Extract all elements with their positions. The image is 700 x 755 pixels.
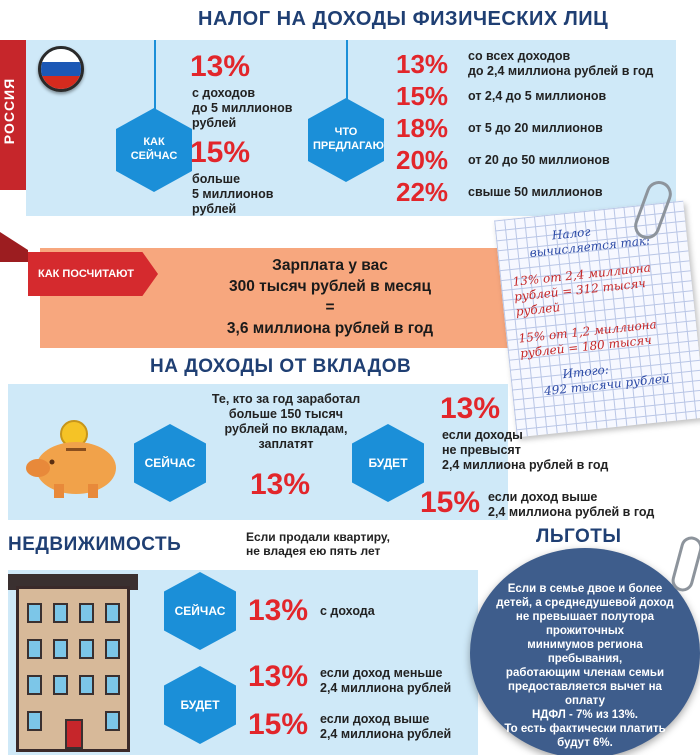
banner-fold: [0, 232, 28, 262]
proposal-text: свыше 50 миллионов: [468, 184, 603, 199]
now-pct-1: 13%: [190, 50, 251, 83]
benefits-line: НДФЛ - 7% из 13%.: [531, 709, 639, 722]
deposits-will-line: не превысят: [442, 443, 521, 457]
benefits-line: минимумов региона пребывания,: [527, 639, 643, 666]
russia-flag-icon: [38, 46, 84, 92]
deposits-will-hexagon: БУДЕТ: [352, 424, 424, 502]
realty-subtitle-line: не владея ею пять лет: [246, 544, 381, 559]
benefits-circle: [470, 548, 700, 755]
proposal-text: от 5 до 20 миллионов: [468, 120, 603, 135]
benefits-line: будут 6%.: [557, 737, 613, 750]
calc-banner: КАК ПОСЧИТАЮТ: [28, 252, 158, 296]
realty-will-line: 2,4 миллиона рублей: [320, 727, 452, 741]
proposal-text: от 2,4 до 5 миллионов: [468, 88, 607, 103]
proposal-row: 20% от 20 до 50 миллионов: [396, 144, 676, 176]
deposits-will-line: 2,4 миллиона рублей в год: [442, 458, 609, 472]
proposal-text-line: до 2,4 миллиона рублей в год: [468, 64, 654, 78]
deposits-now-label: СЕЙЧАС: [144, 455, 196, 470]
deposits-now-text: Те, кто за год заработал больше 150 тыся…: [196, 392, 376, 452]
proposal-row: 15% от 2,4 до 5 миллионов: [396, 80, 676, 112]
deposits-title: НА ДОХОДЫ ОТ ВКЛАДОВ: [150, 356, 412, 377]
realty-will-text-2: если доход выше 2,4 миллиона рублей: [320, 712, 451, 742]
proposal-pct: 22%: [396, 177, 449, 207]
calc-line1: Зарплата у вас: [272, 257, 388, 274]
now-stem: [154, 40, 156, 112]
calc-line3: =: [325, 298, 335, 316]
deposits-will-text-2: если доход выше 2,4 миллиона рублей в го…: [488, 490, 654, 520]
proposal-stem: [346, 40, 348, 102]
realty-will-line: если доход меньше: [320, 666, 443, 680]
calc-line2: 300 тысяч рублей в месяц: [228, 277, 432, 295]
deposits-will-pct-1: 13%: [440, 392, 501, 425]
realty-will-pct-2: 15%: [248, 708, 309, 741]
benefits-line: То есть фактически платить: [504, 723, 666, 736]
now-text-1-line3: рублей: [192, 116, 237, 130]
building-icon: [16, 586, 130, 752]
realty-will-label: БУДЕТ: [180, 697, 220, 712]
calculation-note: Налог вычисляется так: 13% от 2,4 миллио…: [494, 200, 700, 438]
russia-label: РОССИЯ: [1, 77, 17, 145]
benefits-text: Если в семье двое и более детей, а средн…: [490, 582, 680, 750]
now-text-1-line2: до 5 миллионов: [192, 101, 293, 115]
calc-text: Зарплата у вас 300 тысяч рублей в месяц …: [180, 256, 480, 340]
realty-now-text: с дохода: [320, 604, 375, 618]
deposits-will-pct-2: 15%: [420, 486, 481, 519]
proposal-label: ЧТО ПРЕДЛАГАЮТ: [313, 126, 391, 152]
now-pct-2: 15%: [190, 136, 251, 169]
proposal-pct: 18%: [396, 113, 449, 143]
deposits-now-line: Те, кто за год заработал: [211, 392, 361, 406]
piggy-bank-icon: [26, 420, 116, 498]
proposal-pct: 20%: [396, 145, 449, 175]
realty-will-pct-1: 13%: [248, 660, 309, 693]
deposits-will-line: 2,4 миллиона рублей в год: [488, 505, 655, 519]
deposits-will-line: если доходы: [442, 428, 523, 442]
income-tax-title: НАЛОГ НА ДОХОДЫ ФИЗИЧЕСКИХ ЛИЦ: [198, 8, 609, 30]
proposal-pct: 13%: [396, 49, 449, 79]
now-hexagon: КАК СЕЙЧАС: [116, 108, 192, 192]
now-text-2-line1: больше: [192, 172, 241, 186]
proposal-pct: 15%: [396, 81, 449, 111]
benefits-line: Если в семье двое и более: [507, 583, 663, 595]
realty-title: НЕДВИЖИМОСТЬ: [8, 534, 182, 555]
proposal-text-line: со всех доходов: [468, 49, 571, 63]
now-text-2-line2: 5 миллионов: [192, 187, 274, 201]
russia-strip: [0, 40, 26, 190]
now-label: КАК СЕЙЧАС: [130, 136, 178, 162]
realty-now-pct: 13%: [248, 594, 309, 627]
deposits-now-line: больше 150 тысяч: [228, 407, 344, 421]
deposits-will-line: если доход выше: [488, 490, 598, 504]
realty-now-label: СЕЙЧАС: [174, 603, 226, 618]
realty-will-text-1: если доход меньше 2,4 миллиона рублей: [320, 666, 451, 696]
proposal-text: от 20 до 50 миллионов: [468, 152, 610, 167]
realty-subtitle: Если продали квартиру, не владея ею пять…: [246, 530, 390, 559]
proposal-row: 18% от 5 до 20 миллионов: [396, 112, 676, 144]
deposits-now-pct: 13%: [250, 468, 311, 501]
benefits-line: предоставляется вычет на оплату: [508, 681, 662, 708]
now-text-2: больше 5 миллионов рублей: [192, 172, 273, 217]
deposits-now-line: рублей по вкладам,: [224, 422, 348, 436]
realty-will-line: если доход выше: [320, 712, 430, 726]
realty-now-hexagon: СЕЙЧАС: [164, 572, 236, 650]
realty-subtitle-line: Если продали квартиру,: [246, 530, 390, 544]
now-text-1-line1: с доходов: [192, 86, 256, 100]
calc-line4: 3,6 миллиона рублей в год: [226, 319, 434, 337]
deposits-will-text-1: если доходы не превысят 2,4 миллиона руб…: [442, 428, 608, 473]
realty-will-line: 2,4 миллиона рублей: [320, 681, 452, 695]
benefits-line: детей, а среднедушевой доход: [496, 597, 674, 610]
proposal-list: 13% со всех доходов до 2,4 миллиона рубл…: [396, 48, 676, 208]
proposal-text: со всех доходов до 2,4 миллиона рублей в…: [468, 49, 653, 79]
proposal-row: 22% свыше 50 миллионов: [396, 176, 676, 208]
now-text-1: с доходов до 5 миллионов рублей: [192, 86, 292, 131]
deposits-will-label: БУДЕТ: [368, 455, 408, 470]
benefits-line: не превышает полутора прожиточных: [515, 611, 655, 638]
realty-will-hexagon: БУДЕТ: [164, 666, 236, 744]
proposal-row: 13% со всех доходов до 2,4 миллиона рубл…: [396, 48, 676, 80]
now-text-2-line3: рублей: [192, 202, 237, 216]
deposits-now-hexagon: СЕЙЧАС: [134, 424, 206, 502]
deposits-now-line: заплатят: [258, 437, 314, 451]
benefits-line: работающим членам семьи: [505, 667, 665, 680]
benefits-title: ЛЬГОТЫ: [536, 526, 622, 547]
